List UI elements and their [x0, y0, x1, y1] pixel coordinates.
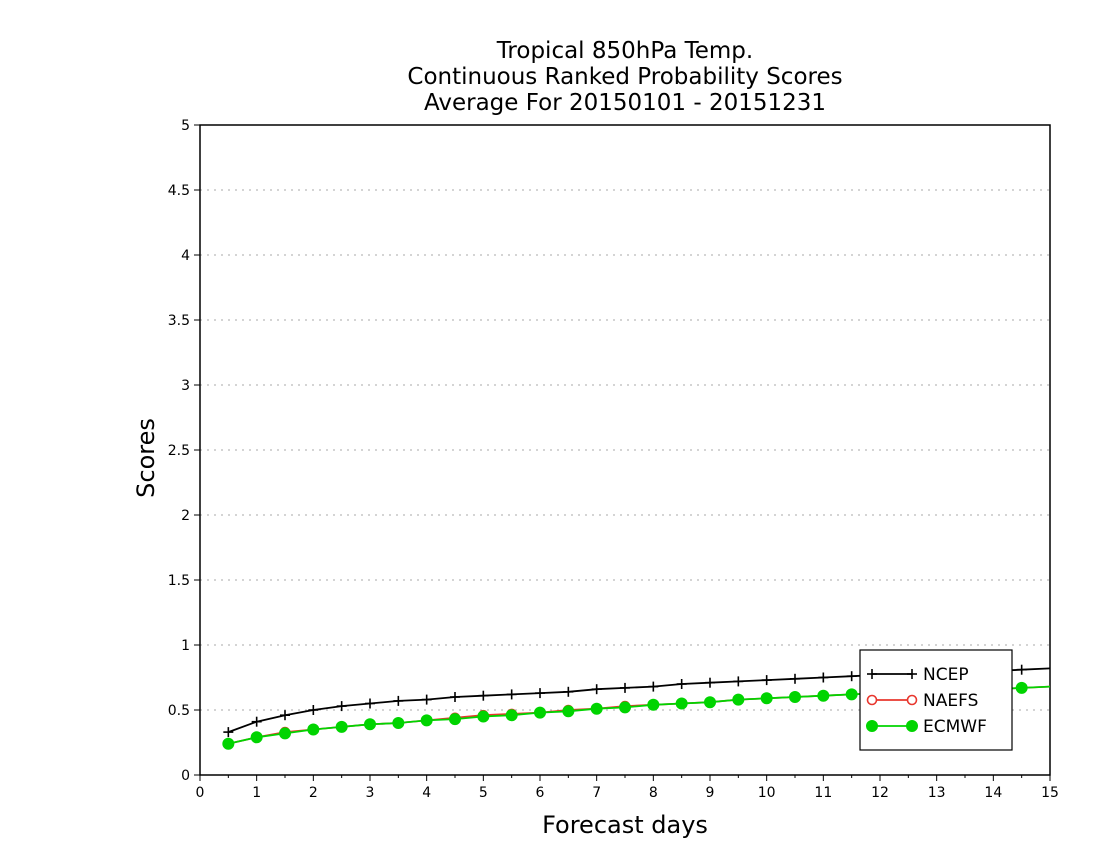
x-tick-label: 13 [928, 785, 946, 801]
series [222, 664, 1051, 750]
title-line-1: Tropical 850hPa Temp. [496, 38, 753, 64]
point-ecmwf [562, 705, 575, 718]
point-ncep [308, 705, 319, 715]
legend-item-ecmwf: ECMWF [866, 717, 987, 737]
point-ecmwf [647, 698, 660, 711]
x-axis-label: Forecast days [542, 811, 708, 839]
y-axis-label: Scores [132, 418, 160, 498]
point-ncep [336, 701, 347, 712]
point-ecmwf [477, 710, 490, 723]
point-ncep [705, 677, 715, 688]
point-ecmwf [845, 688, 858, 701]
legend-label: NAEFS [923, 691, 978, 711]
point-ncep [591, 684, 602, 695]
chart-title: Tropical 850hPa Temp. Continuous Ranked … [407, 38, 842, 116]
point-ncep [365, 698, 375, 709]
x-tick-label: 4 [422, 785, 431, 801]
point-ecmwf [619, 701, 631, 714]
point-ncep [535, 688, 545, 699]
y-tick-label: 2.5 [168, 443, 190, 459]
gridlines [200, 189, 1050, 711]
y-tick-label: 1 [181, 638, 190, 654]
x-tick-label: 9 [706, 785, 715, 801]
point-ecmwf [590, 702, 603, 715]
point-ncep [280, 710, 290, 721]
point-ncep [223, 727, 234, 738]
y-tick-label: 1.5 [168, 573, 190, 589]
y-tick-label: 3.5 [168, 313, 190, 329]
point-ncep [251, 716, 262, 727]
point-ecmwf [392, 717, 405, 729]
x-tick-label: 2 [309, 785, 318, 801]
y-tick-label: 0.5 [168, 703, 190, 719]
legend-marker [867, 669, 877, 679]
point-ecmwf [364, 718, 376, 731]
point-ncep [421, 694, 432, 705]
point-ecmwf [534, 706, 546, 719]
y-tick-label: 2 [181, 508, 190, 524]
x-tick-label: 1 [252, 785, 261, 801]
point-ecmwf [420, 714, 433, 727]
x-tick-label: 5 [479, 785, 488, 801]
legend-marker [907, 669, 917, 679]
point-ncep [846, 671, 857, 682]
point-ncep [563, 686, 574, 697]
point-ecmwf [817, 689, 830, 702]
point-ecmwf [732, 693, 745, 706]
point-ncep [478, 690, 489, 701]
y-tick-label: 4 [181, 248, 190, 264]
point-ncep [506, 689, 517, 700]
x-tick-label: 3 [366, 785, 375, 801]
point-ncep [1016, 664, 1027, 675]
x-tick-label: 0 [196, 785, 205, 801]
point-ecmwf [1015, 681, 1028, 694]
point-ecmwf [222, 737, 235, 750]
point-ecmwf [335, 720, 348, 733]
y-tick-label: 5 [181, 118, 190, 134]
legend-item-naefs: NAEFS [866, 691, 978, 711]
point-ncep [393, 695, 404, 706]
point-ncep [450, 692, 460, 702]
x-tick-label: 15 [1041, 785, 1059, 801]
point-ncep [790, 673, 800, 684]
legend: NCEP NAEFS ECMWF [859, 649, 1013, 751]
legend-marker [866, 694, 878, 706]
legend-item-ncep: NCEP [867, 665, 969, 685]
point-ecmwf [449, 713, 461, 726]
point-ncep [733, 676, 744, 687]
point-ncep [620, 682, 630, 693]
point-ncep [761, 675, 772, 686]
point-ncep [818, 672, 829, 683]
point-ecmwf [704, 696, 716, 709]
point-ecmwf [760, 692, 773, 705]
point-ecmwf [250, 731, 263, 744]
x-tick-label: 10 [758, 785, 776, 801]
point-ecmwf [505, 709, 518, 722]
title-line-2: Continuous Ranked Probability Scores [407, 64, 842, 90]
point-ncep [648, 681, 659, 692]
x-tick-label: 7 [592, 785, 601, 801]
legend-marker [906, 694, 918, 706]
legend-marker [866, 720, 878, 732]
point-ecmwf [279, 727, 291, 740]
x-tick-label: 12 [871, 785, 889, 801]
y-tick-label: 0 [181, 768, 190, 784]
point-ecmwf [675, 697, 688, 710]
point-ecmwf [307, 723, 320, 736]
y-tick-label: 4.5 [168, 183, 190, 199]
point-ecmwf [789, 691, 801, 703]
title-line-3: Average For 20150101 - 20151231 [424, 90, 826, 116]
point-ncep [676, 679, 687, 689]
legend-marker [906, 720, 918, 732]
x-tick-label: 14 [984, 785, 1002, 801]
axes: 00.511.522.533.544.550 1 2 3 4 5 6 7 8 9 10 11 12 13 1… [168, 118, 1059, 801]
legend-label: NCEP [923, 665, 969, 685]
y-tick-label: 3 [181, 378, 190, 394]
x-tick-label: 8 [649, 785, 658, 801]
legend-label: ECMWF [923, 717, 987, 737]
x-tick-label: 11 [814, 785, 832, 801]
x-tick-label: 6 [536, 785, 545, 801]
